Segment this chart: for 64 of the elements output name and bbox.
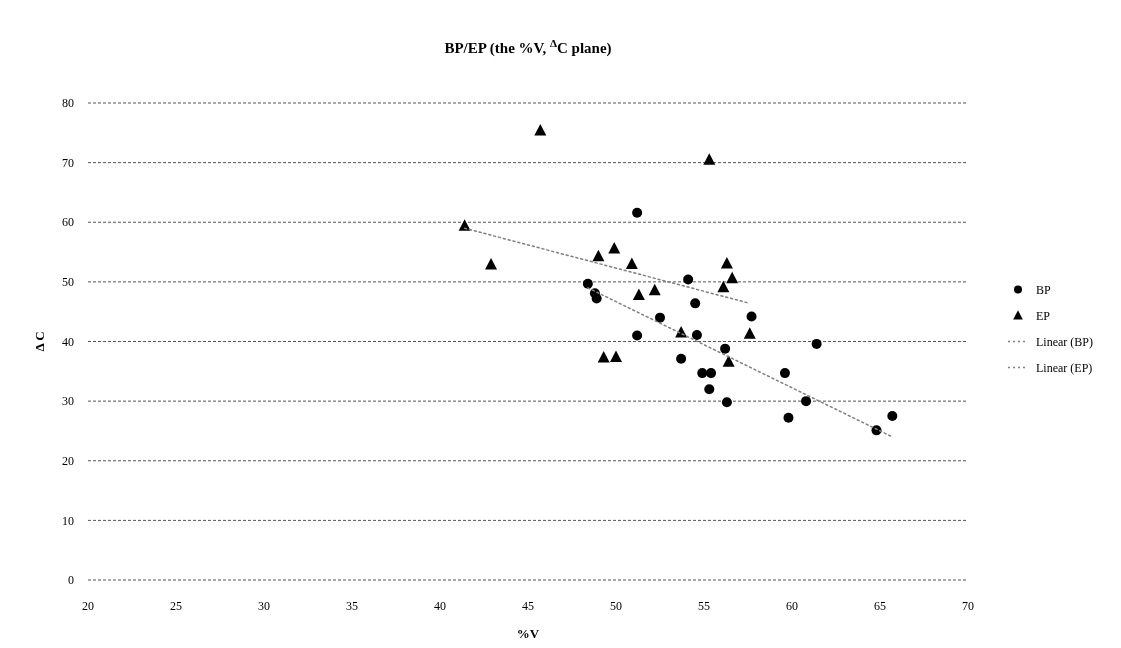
point bbox=[648, 283, 661, 296]
x-tick-label: 65 bbox=[874, 599, 886, 613]
point bbox=[582, 278, 593, 289]
point bbox=[675, 326, 688, 338]
legend-label: Linear (BP) bbox=[1036, 334, 1093, 349]
y-tick-label: 10 bbox=[62, 513, 74, 528]
point bbox=[726, 271, 739, 284]
point bbox=[534, 123, 547, 136]
y-axis-title: Δ C bbox=[32, 331, 47, 352]
x-tick-label: 20 bbox=[82, 599, 94, 613]
legend-label: EP bbox=[1036, 308, 1051, 323]
point bbox=[625, 257, 638, 269]
point bbox=[690, 298, 701, 309]
y-tick-label: 20 bbox=[62, 453, 74, 468]
point bbox=[706, 368, 717, 379]
point bbox=[691, 329, 702, 340]
y-tick-label: 30 bbox=[62, 394, 74, 409]
point bbox=[779, 368, 790, 379]
x-tick-label: 25 bbox=[170, 599, 182, 613]
y-tick-label: 60 bbox=[62, 215, 74, 230]
point bbox=[717, 280, 730, 293]
point bbox=[632, 207, 643, 218]
point bbox=[801, 396, 812, 407]
point bbox=[720, 256, 733, 269]
point bbox=[746, 311, 757, 322]
point bbox=[720, 343, 731, 354]
y-tick-label: 70 bbox=[62, 155, 74, 170]
point bbox=[597, 351, 610, 363]
y-tick-label: 50 bbox=[62, 275, 74, 290]
x-axis-title: %V bbox=[516, 626, 540, 641]
y-tick-label: 0 bbox=[68, 573, 74, 588]
point bbox=[676, 353, 687, 364]
point bbox=[683, 274, 694, 285]
point bbox=[655, 312, 665, 323]
x-tick-label: 35 bbox=[346, 599, 358, 613]
point bbox=[811, 338, 822, 349]
point bbox=[704, 384, 715, 395]
y-tick-label: 80 bbox=[62, 96, 74, 111]
point bbox=[697, 368, 708, 379]
legend-label: Linear (EP) bbox=[1036, 360, 1093, 375]
x-tick-label: 70 bbox=[962, 599, 974, 613]
legend-label: BP bbox=[1036, 282, 1051, 297]
x-tick-label: 40 bbox=[434, 599, 446, 613]
point bbox=[721, 397, 732, 408]
point bbox=[887, 411, 898, 422]
x-tick-label: 55 bbox=[698, 599, 710, 613]
x-tick-label: 50 bbox=[610, 599, 622, 613]
point bbox=[632, 288, 645, 300]
point bbox=[592, 249, 605, 262]
point bbox=[608, 241, 621, 254]
point bbox=[743, 327, 756, 339]
chart-title: BP/EP (the %V, $^{Δ}$C plane) bbox=[444, 37, 612, 57]
point bbox=[485, 258, 498, 270]
x-tick-label: 60 bbox=[786, 599, 798, 613]
point bbox=[610, 350, 622, 362]
point bbox=[703, 153, 716, 165]
x-tick-label: 30 bbox=[258, 599, 270, 613]
x-tick-label: 45 bbox=[522, 599, 534, 613]
point bbox=[783, 412, 794, 423]
point bbox=[722, 355, 735, 367]
point bbox=[458, 219, 471, 231]
y-tick-label: 40 bbox=[62, 334, 74, 349]
point bbox=[591, 293, 602, 304]
point bbox=[632, 330, 643, 341]
